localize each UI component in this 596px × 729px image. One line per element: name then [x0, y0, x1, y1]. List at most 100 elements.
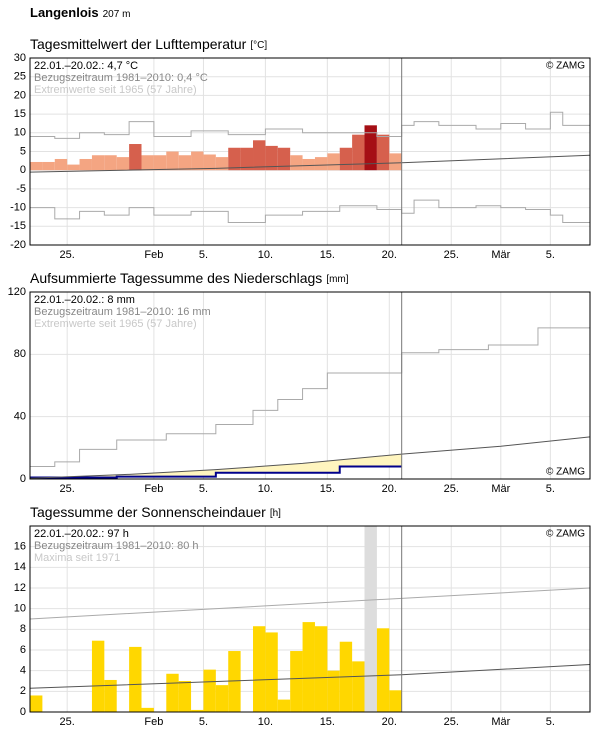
plot-frame [29, 57, 591, 246]
chart-title: Tagessumme der Sonnenscheindauer [h] [30, 504, 281, 520]
bar [290, 651, 303, 712]
step-line [30, 199, 590, 224]
bar [389, 690, 402, 712]
plot-frame [29, 291, 591, 480]
x-tick-label: Mär [491, 249, 510, 261]
bar [314, 157, 328, 171]
unit: [°C] [250, 40, 267, 51]
bar [215, 157, 229, 171]
y-tick-label: 120 [8, 286, 26, 298]
bar [104, 155, 117, 171]
plot-layer [30, 327, 590, 479]
x-tick-label: 20. [382, 483, 397, 495]
bar [277, 699, 291, 712]
credit: © ZAMG [546, 467, 585, 478]
bar [376, 628, 390, 712]
bar [302, 158, 315, 171]
bar [116, 157, 130, 171]
bar [153, 155, 167, 171]
x-tick-label: 15. [320, 249, 335, 261]
chart-title: Tagesmittelwert der Lufttemperatur [°C] [30, 36, 267, 52]
bar [67, 164, 80, 171]
bar [129, 646, 142, 712]
bar [290, 155, 303, 171]
plot-layer [30, 111, 590, 224]
unit: [h] [270, 508, 281, 519]
x-tick-label: 25. [444, 483, 459, 495]
y-tick-label: 0 [20, 164, 26, 176]
x-tick-label: 25. [60, 483, 75, 495]
x-tick-label: 10. [258, 716, 273, 728]
bar [42, 161, 55, 171]
bar [228, 651, 241, 712]
bar [166, 151, 179, 171]
bar [54, 158, 68, 171]
y-tick-label: 40 [14, 411, 26, 423]
line [30, 436, 590, 479]
x-tick-label: Feb [144, 716, 163, 728]
missing-day [364, 526, 377, 712]
y-tick-label: 8 [20, 623, 26, 635]
info-text: Maxima seit 1971 [34, 552, 120, 564]
title-text: Tagesmittelwert der Lufttemperatur [30, 36, 247, 52]
y-tick-label: 10 [14, 127, 26, 139]
x-tick-label: 25. [60, 716, 75, 728]
step-line [30, 111, 590, 139]
y-tick-label: -5 [16, 183, 26, 195]
y-tick-label: 20 [14, 89, 26, 101]
bar [327, 670, 340, 712]
y-tick-label: 4 [20, 665, 26, 677]
x-tick-label: 5. [546, 249, 555, 261]
x-tick-label: Mär [491, 483, 510, 495]
bar [141, 707, 154, 712]
x-tick-label: 25. [60, 249, 75, 261]
station-name: Langenlois 207 m [30, 5, 130, 20]
x-tick-label: Feb [144, 483, 163, 495]
y-tick-label: 25 [14, 71, 26, 83]
bar [178, 155, 192, 171]
bar [389, 153, 402, 171]
bar [203, 669, 216, 712]
info-text: 22.01.–20.02.: 4,7 °C [34, 60, 138, 72]
bar [327, 153, 340, 171]
y-tick-label: 14 [14, 561, 26, 573]
x-tick-label: 5. [546, 716, 555, 728]
elevation: 207 m [103, 9, 131, 20]
x-tick-label: 5. [199, 483, 208, 495]
credit: © ZAMG [546, 61, 585, 72]
y-tick-label: 0 [20, 706, 26, 718]
bar [265, 145, 278, 171]
y-tick-label: 6 [20, 644, 26, 656]
y-tick-label: 30 [14, 52, 26, 64]
y-tick-label: 5 [20, 145, 26, 157]
bar [240, 147, 254, 171]
y-tick-label: 15 [14, 108, 26, 120]
y-tick-label: 2 [20, 685, 26, 697]
bar [30, 161, 43, 171]
step-line [30, 327, 590, 468]
bar [339, 147, 353, 171]
bar [166, 673, 179, 712]
bar [302, 622, 315, 712]
title-text: Tagessumme der Sonnenscheindauer [30, 504, 266, 520]
x-tick-label: 20. [382, 249, 397, 261]
bar [376, 134, 390, 171]
credit: © ZAMG [546, 529, 585, 540]
bar [314, 626, 328, 712]
x-tick-label: 15. [320, 483, 335, 495]
bar [141, 155, 154, 171]
y-tick-label: 0 [20, 473, 26, 485]
bar [352, 134, 365, 171]
info-text: Bezugszeitraum 1981–2010: 16 mm [34, 306, 211, 318]
bar [265, 632, 278, 712]
info-text: 22.01.–20.02.: 97 h [34, 528, 129, 540]
x-tick-label: 10. [258, 249, 273, 261]
bar [203, 154, 216, 171]
info-text: 22.01.–20.02.: 8 mm [34, 294, 135, 306]
y-tick-label: -20 [10, 239, 26, 251]
title-text: Aufsummierte Tagessumme des Niederschlag… [30, 270, 322, 286]
bar [178, 681, 192, 712]
info-text: Extremwerte seit 1965 (57 Jahre) [34, 318, 197, 330]
bar [364, 125, 377, 171]
